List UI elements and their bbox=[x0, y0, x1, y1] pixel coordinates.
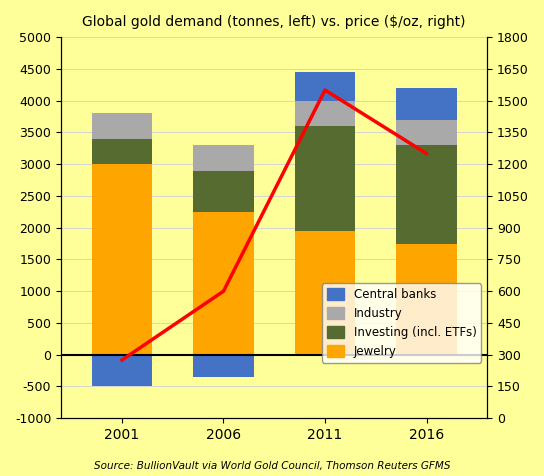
Bar bbox=[294, 126, 355, 231]
Bar bbox=[396, 119, 457, 145]
Bar bbox=[91, 113, 152, 139]
Bar bbox=[193, 170, 254, 212]
Bar bbox=[193, 355, 254, 377]
Bar bbox=[91, 139, 152, 164]
Bar bbox=[91, 164, 152, 355]
Bar bbox=[294, 231, 355, 355]
Bar bbox=[396, 145, 457, 244]
Bar bbox=[396, 244, 457, 355]
Bar bbox=[294, 72, 355, 100]
Bar bbox=[193, 212, 254, 355]
Title: Global gold demand (tonnes, left) vs. price ($/oz, right): Global gold demand (tonnes, left) vs. pr… bbox=[83, 15, 466, 29]
Bar bbox=[91, 355, 152, 387]
Legend: Central banks, Industry, Investing (incl. ETFs), Jewelry: Central banks, Industry, Investing (incl… bbox=[322, 284, 481, 363]
Bar bbox=[294, 100, 355, 126]
Bar bbox=[396, 88, 457, 119]
Bar bbox=[193, 145, 254, 170]
Text: Source: BullionVault via World Gold Council, Thomson Reuters GFMS: Source: BullionVault via World Gold Coun… bbox=[94, 461, 450, 471]
